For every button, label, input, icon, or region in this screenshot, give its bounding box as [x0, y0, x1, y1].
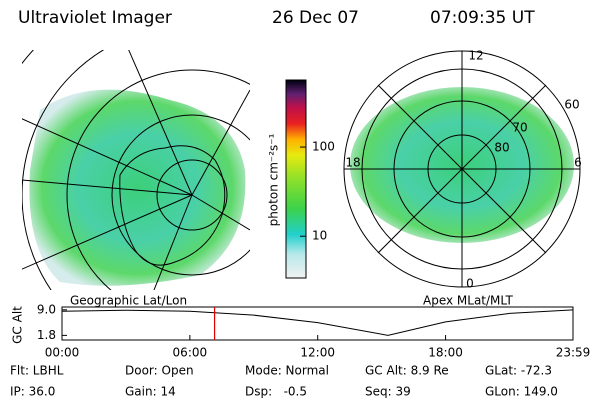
mlt-label: 0 — [466, 277, 474, 291]
x-tick-label: 18:00 — [428, 346, 463, 360]
mlt-label: 12 — [468, 49, 483, 63]
mlat-label: 60 — [564, 98, 579, 112]
status-field: GLon: 149.0 — [485, 385, 558, 399]
geographic-map — [22, 50, 250, 290]
status-field: GLat: -72.3 — [485, 364, 552, 378]
mlat-label: 70 — [512, 121, 527, 135]
status-field: IP: 36.0 — [10, 385, 55, 399]
x-tick-label: 23:59 — [556, 346, 591, 360]
mlt-label: 18 — [345, 156, 360, 170]
altitude-line — [61, 309, 574, 336]
status-field: Flt: LBHL — [10, 364, 64, 378]
status-field: GC Alt: 8.9 Re — [365, 364, 449, 378]
left-map-label: Geographic Lat/Lon — [70, 294, 187, 308]
status-field: Gain: 14 — [125, 385, 176, 399]
x-tick-label: 06:00 — [173, 346, 208, 360]
status-field: Dsp: -0.5 — [245, 385, 307, 399]
y-tick-label: 1.8 — [37, 328, 56, 342]
y-axis-label: GC Alt — [11, 306, 25, 344]
y-tick-label: 9.0 — [37, 302, 56, 316]
colorbar — [285, 79, 307, 279]
title: Ultraviolet Imager — [18, 8, 172, 28]
right-map-label: Apex MLat/MLT — [423, 294, 513, 308]
colorbar-tick-label: 10 — [312, 229, 327, 243]
colorbar-tick-label: 100 — [312, 140, 335, 154]
status-field: Mode: Normal — [245, 364, 329, 378]
date: 26 Dec 07 — [272, 8, 359, 28]
status-field: Seq: 39 — [365, 385, 411, 399]
x-tick-label: 00:00 — [45, 346, 80, 360]
x-tick-label: 12:00 — [300, 346, 335, 360]
magnetic-map — [343, 50, 581, 288]
mlt-label: 6 — [574, 156, 582, 170]
colorbar-label: photon cm⁻²s⁻¹ — [267, 133, 281, 226]
mlat-label: 80 — [494, 141, 509, 155]
time: 07:09:35 UT — [430, 8, 535, 28]
status-field: Door: Open — [125, 364, 194, 378]
